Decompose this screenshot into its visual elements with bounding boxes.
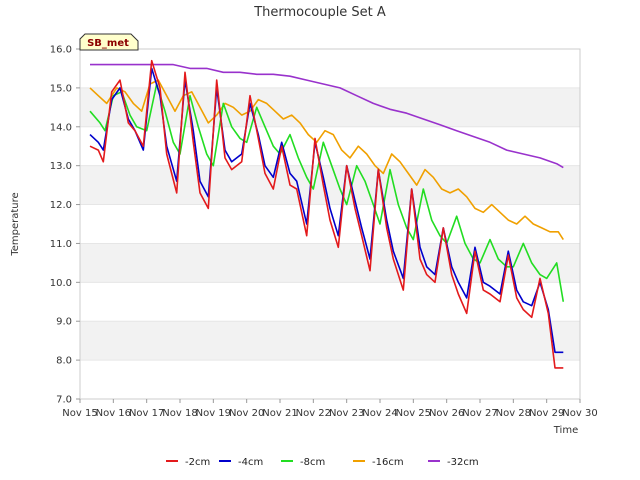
x-tick-label: Nov 15 [62, 408, 97, 419]
series-line-2cmcm [89, 59, 564, 369]
y-tick-label: 12.0 [50, 200, 72, 211]
x-tick-label: Nov 16 [96, 408, 131, 419]
x-tick-label: Nov 23 [329, 408, 364, 419]
x-tick-label: Nov 17 [129, 408, 164, 419]
x-tick-label: Nov 19 [196, 408, 231, 419]
x-axis-label: Time [553, 425, 578, 436]
grid-band [80, 321, 580, 361]
badge-shape [79, 33, 139, 51]
y-tick-label: 14.0 [50, 122, 72, 133]
y-axis-label: Temperature [10, 192, 21, 256]
grid-band [80, 165, 580, 205]
x-tick-label: Nov 30 [562, 408, 597, 419]
x-tick-label: Nov 20 [229, 408, 264, 419]
y-tick-label: 15.0 [50, 83, 72, 94]
x-tick-label: Nov 26 [429, 408, 464, 419]
legend-label: -2cm [185, 457, 210, 468]
x-tick-label: Nov 27 [462, 408, 497, 419]
legend-label: -4cm [238, 457, 263, 468]
series-layer [89, 59, 565, 369]
y-tick-label: 13.0 [50, 161, 72, 172]
y-tick-label: 16.0 [50, 45, 72, 56]
series-line-16cmcm [89, 79, 564, 241]
series-line-8cmcm [89, 83, 565, 302]
legend: -2cm -4cm -8cm -16cm -32cm [166, 457, 479, 468]
grid-bands [80, 87, 580, 361]
grid-band [80, 243, 580, 283]
y-tick-label: 7.0 [56, 395, 72, 406]
badge-label: SB_met [87, 38, 129, 49]
series-line-32cmcm [90, 63, 564, 169]
x-tick-label: Nov 22 [296, 408, 331, 419]
x-tick-label: Nov 21 [262, 408, 297, 419]
legend-label: -32cm [447, 457, 479, 468]
chart-title: Thermocouple Set A [253, 5, 386, 20]
y-tick-label: 11.0 [50, 239, 72, 250]
legend-label: -8cm [300, 457, 325, 468]
site-badge: SB_met [79, 33, 139, 51]
legend-label: -16cm [372, 457, 404, 468]
x-tick-label: Nov 28 [496, 408, 531, 419]
y-tick-label: 9.0 [56, 317, 72, 328]
x-tick-label: Nov 25 [396, 408, 431, 419]
y-tick-label: 8.0 [56, 356, 72, 367]
y-tick-labels: 7.0 8.0 9.0 10.0 11.0 12.0 13.0 14.0 15.0 16.0 [50, 45, 80, 406]
x-tick-label: Nov 29 [529, 408, 564, 419]
x-tick-label: Nov 24 [362, 408, 397, 419]
x-tick-label: Nov 18 [162, 408, 197, 419]
plot-frame [79, 48, 581, 400]
y-tick-label: 10.0 [50, 278, 72, 289]
